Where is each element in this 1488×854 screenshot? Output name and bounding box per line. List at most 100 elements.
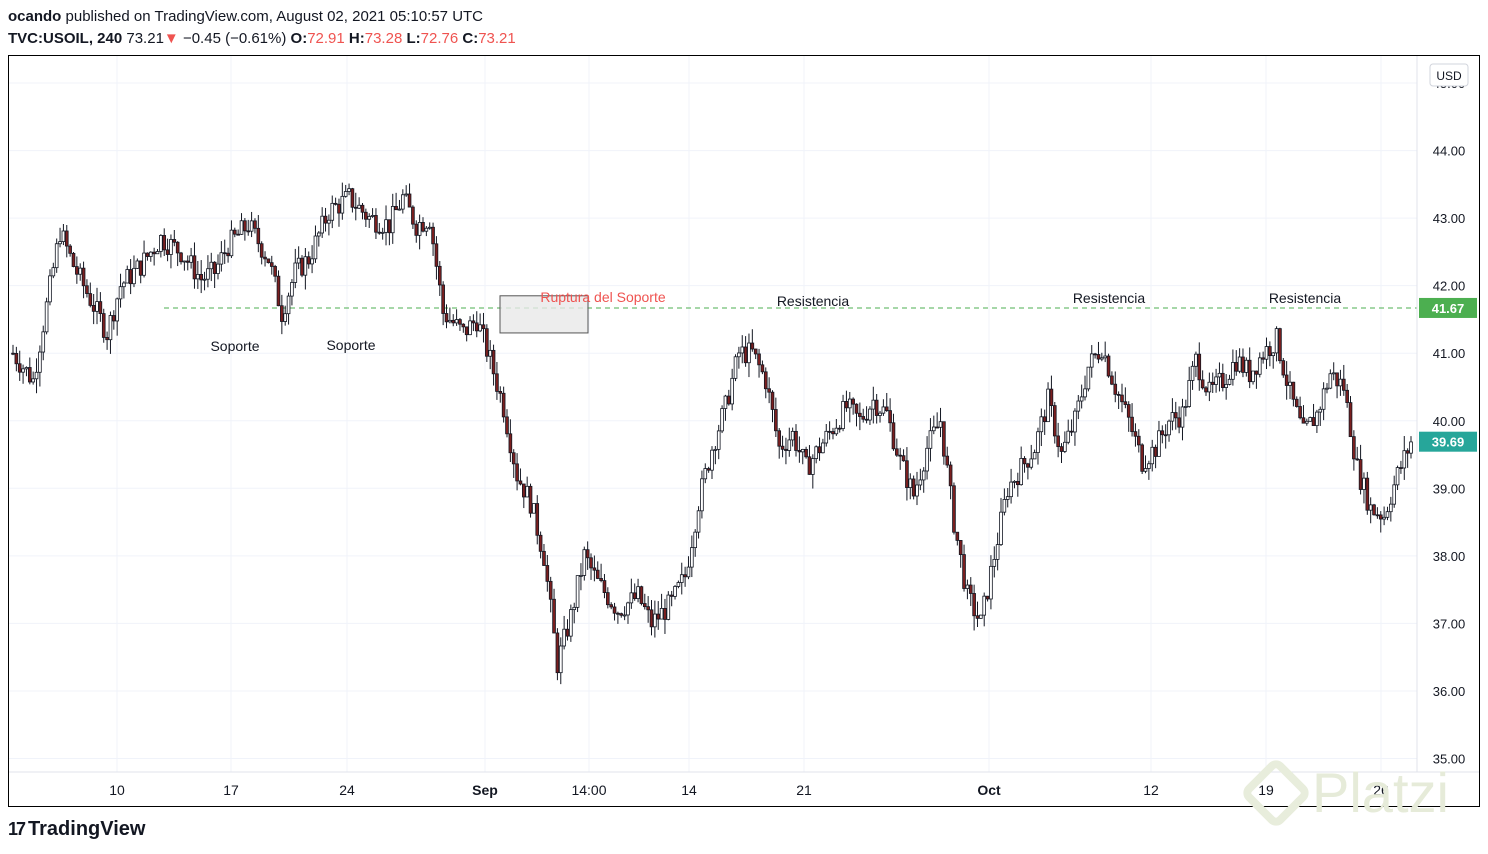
- candle-down: [505, 416, 509, 435]
- published-text: published on TradingView.com, August 02,…: [65, 8, 484, 25]
- candle-down: [891, 422, 896, 450]
- candle-down: [817, 446, 822, 454]
- candle-down: [263, 256, 267, 260]
- breakout-box-layer: [499, 295, 589, 334]
- tradingview-logo[interactable]: 17 TradingView: [8, 818, 145, 841]
- candle-down: [1291, 381, 1296, 400]
- author-name[interactable]: ocando: [8, 8, 62, 25]
- candle-up: [54, 243, 59, 269]
- candle-down: [612, 606, 617, 614]
- candle-down: [501, 392, 506, 418]
- candle-up: [390, 206, 395, 234]
- candle-up: [1063, 441, 1067, 452]
- publish-line: ocando published on TradingView.com, Aug…: [8, 6, 516, 28]
- candle-down: [542, 550, 546, 566]
- y-tick-label: 44.00: [1433, 144, 1466, 159]
- candle-down: [1163, 434, 1168, 437]
- candle-down: [374, 215, 378, 233]
- candle-down: [589, 557, 593, 569]
- candle-up: [159, 235, 163, 252]
- candle-up: [575, 575, 580, 608]
- price-axis[interactable]: 45.0044.0043.0042.0041.0040.0039.0038.00…: [1416, 56, 1469, 772]
- y-tick-label: 36.00: [1433, 684, 1466, 699]
- candle-up: [562, 628, 566, 647]
- candle-up: [814, 446, 818, 460]
- candle-up: [310, 258, 314, 265]
- candle-up: [1308, 417, 1312, 422]
- annotation-label: Soporte: [210, 338, 259, 354]
- candle-down: [350, 188, 355, 208]
- watermark-text: Platzi: [1312, 761, 1449, 824]
- candle-up: [122, 282, 126, 288]
- candle-down: [474, 322, 479, 332]
- candle-down: [545, 565, 550, 582]
- candle-down: [535, 503, 540, 536]
- candle-up: [1157, 430, 1161, 457]
- candle-down: [98, 301, 103, 314]
- candle-up: [427, 226, 432, 229]
- candle-down: [1133, 431, 1138, 437]
- candle-up: [881, 406, 886, 414]
- candle-down: [1042, 416, 1047, 423]
- candle-down: [794, 430, 798, 451]
- candle-up: [824, 430, 829, 444]
- candle-up: [938, 421, 943, 428]
- candle-up: [48, 275, 52, 303]
- close-value: 73.21: [478, 30, 516, 47]
- candle-down: [451, 319, 456, 324]
- candle-down: [28, 367, 32, 383]
- candle-down: [770, 391, 775, 410]
- candle-up: [1315, 411, 1319, 427]
- candle-down: [508, 433, 513, 454]
- candle-down: [642, 603, 647, 608]
- candle-up: [696, 510, 701, 533]
- candle-down: [945, 455, 950, 466]
- candle-down: [905, 460, 909, 488]
- time-axis[interactable]: 10 17 24 Sep 14:00 14 21 Oct 12 19 26: [9, 771, 1479, 798]
- candle-down: [495, 373, 499, 392]
- candle-down: [895, 448, 899, 456]
- x-tick-label: Sep: [472, 782, 498, 798]
- candle-up: [679, 574, 684, 583]
- candle-up: [740, 346, 745, 354]
- candle-up: [1382, 516, 1386, 520]
- candle-up: [1100, 357, 1104, 360]
- candle-down: [935, 426, 939, 429]
- ohlc-line: TVC:USOIL, 240 73.21▼ −0.45 (−0.61%) O:7…: [8, 28, 516, 50]
- candle-down: [1177, 417, 1181, 428]
- y-tick-label: 37.00: [1433, 616, 1466, 631]
- candle-down: [585, 549, 590, 559]
- candle-down: [434, 243, 439, 267]
- candle-up: [330, 202, 335, 221]
- candle-down: [1197, 353, 1202, 381]
- candle-down: [760, 364, 765, 373]
- chart-frame[interactable]: 41.67 39.69 Soporte Soporte Ruptura del Sop…: [8, 55, 1480, 807]
- candle-up: [118, 286, 123, 300]
- candle-down: [844, 401, 849, 409]
- candlestick-chart[interactable]: 41.67 39.69 Soporte Soporte Ruptura del Sop…: [9, 56, 1479, 806]
- candle-down: [481, 324, 486, 330]
- candle-up: [811, 458, 815, 475]
- candle-down: [353, 206, 358, 209]
- candle-up: [303, 256, 308, 276]
- candle-up: [1079, 396, 1084, 402]
- candle-down: [1022, 458, 1027, 465]
- candle-up: [703, 468, 708, 480]
- candle-down: [1281, 360, 1286, 376]
- candle-up: [31, 378, 35, 383]
- candle-up: [1046, 388, 1050, 423]
- candle-down: [266, 258, 271, 264]
- candle-down: [619, 613, 624, 616]
- candle-down: [14, 353, 19, 365]
- candle-up: [1274, 328, 1279, 354]
- candle-down: [552, 598, 556, 634]
- x-tick-label: 10: [109, 782, 125, 798]
- annotation-label: Resistencia: [777, 293, 850, 309]
- candle-up: [582, 549, 587, 576]
- candle-down: [743, 346, 748, 364]
- x-tick-label: 24: [339, 782, 355, 798]
- candle-down: [942, 421, 946, 457]
- candle-up: [286, 295, 291, 315]
- candle-down: [128, 269, 133, 285]
- candle-up: [1190, 365, 1195, 381]
